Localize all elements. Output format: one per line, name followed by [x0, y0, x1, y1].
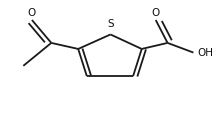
Text: OH: OH — [197, 48, 213, 58]
Text: O: O — [28, 8, 36, 18]
Text: S: S — [107, 19, 114, 29]
Text: O: O — [152, 8, 160, 18]
